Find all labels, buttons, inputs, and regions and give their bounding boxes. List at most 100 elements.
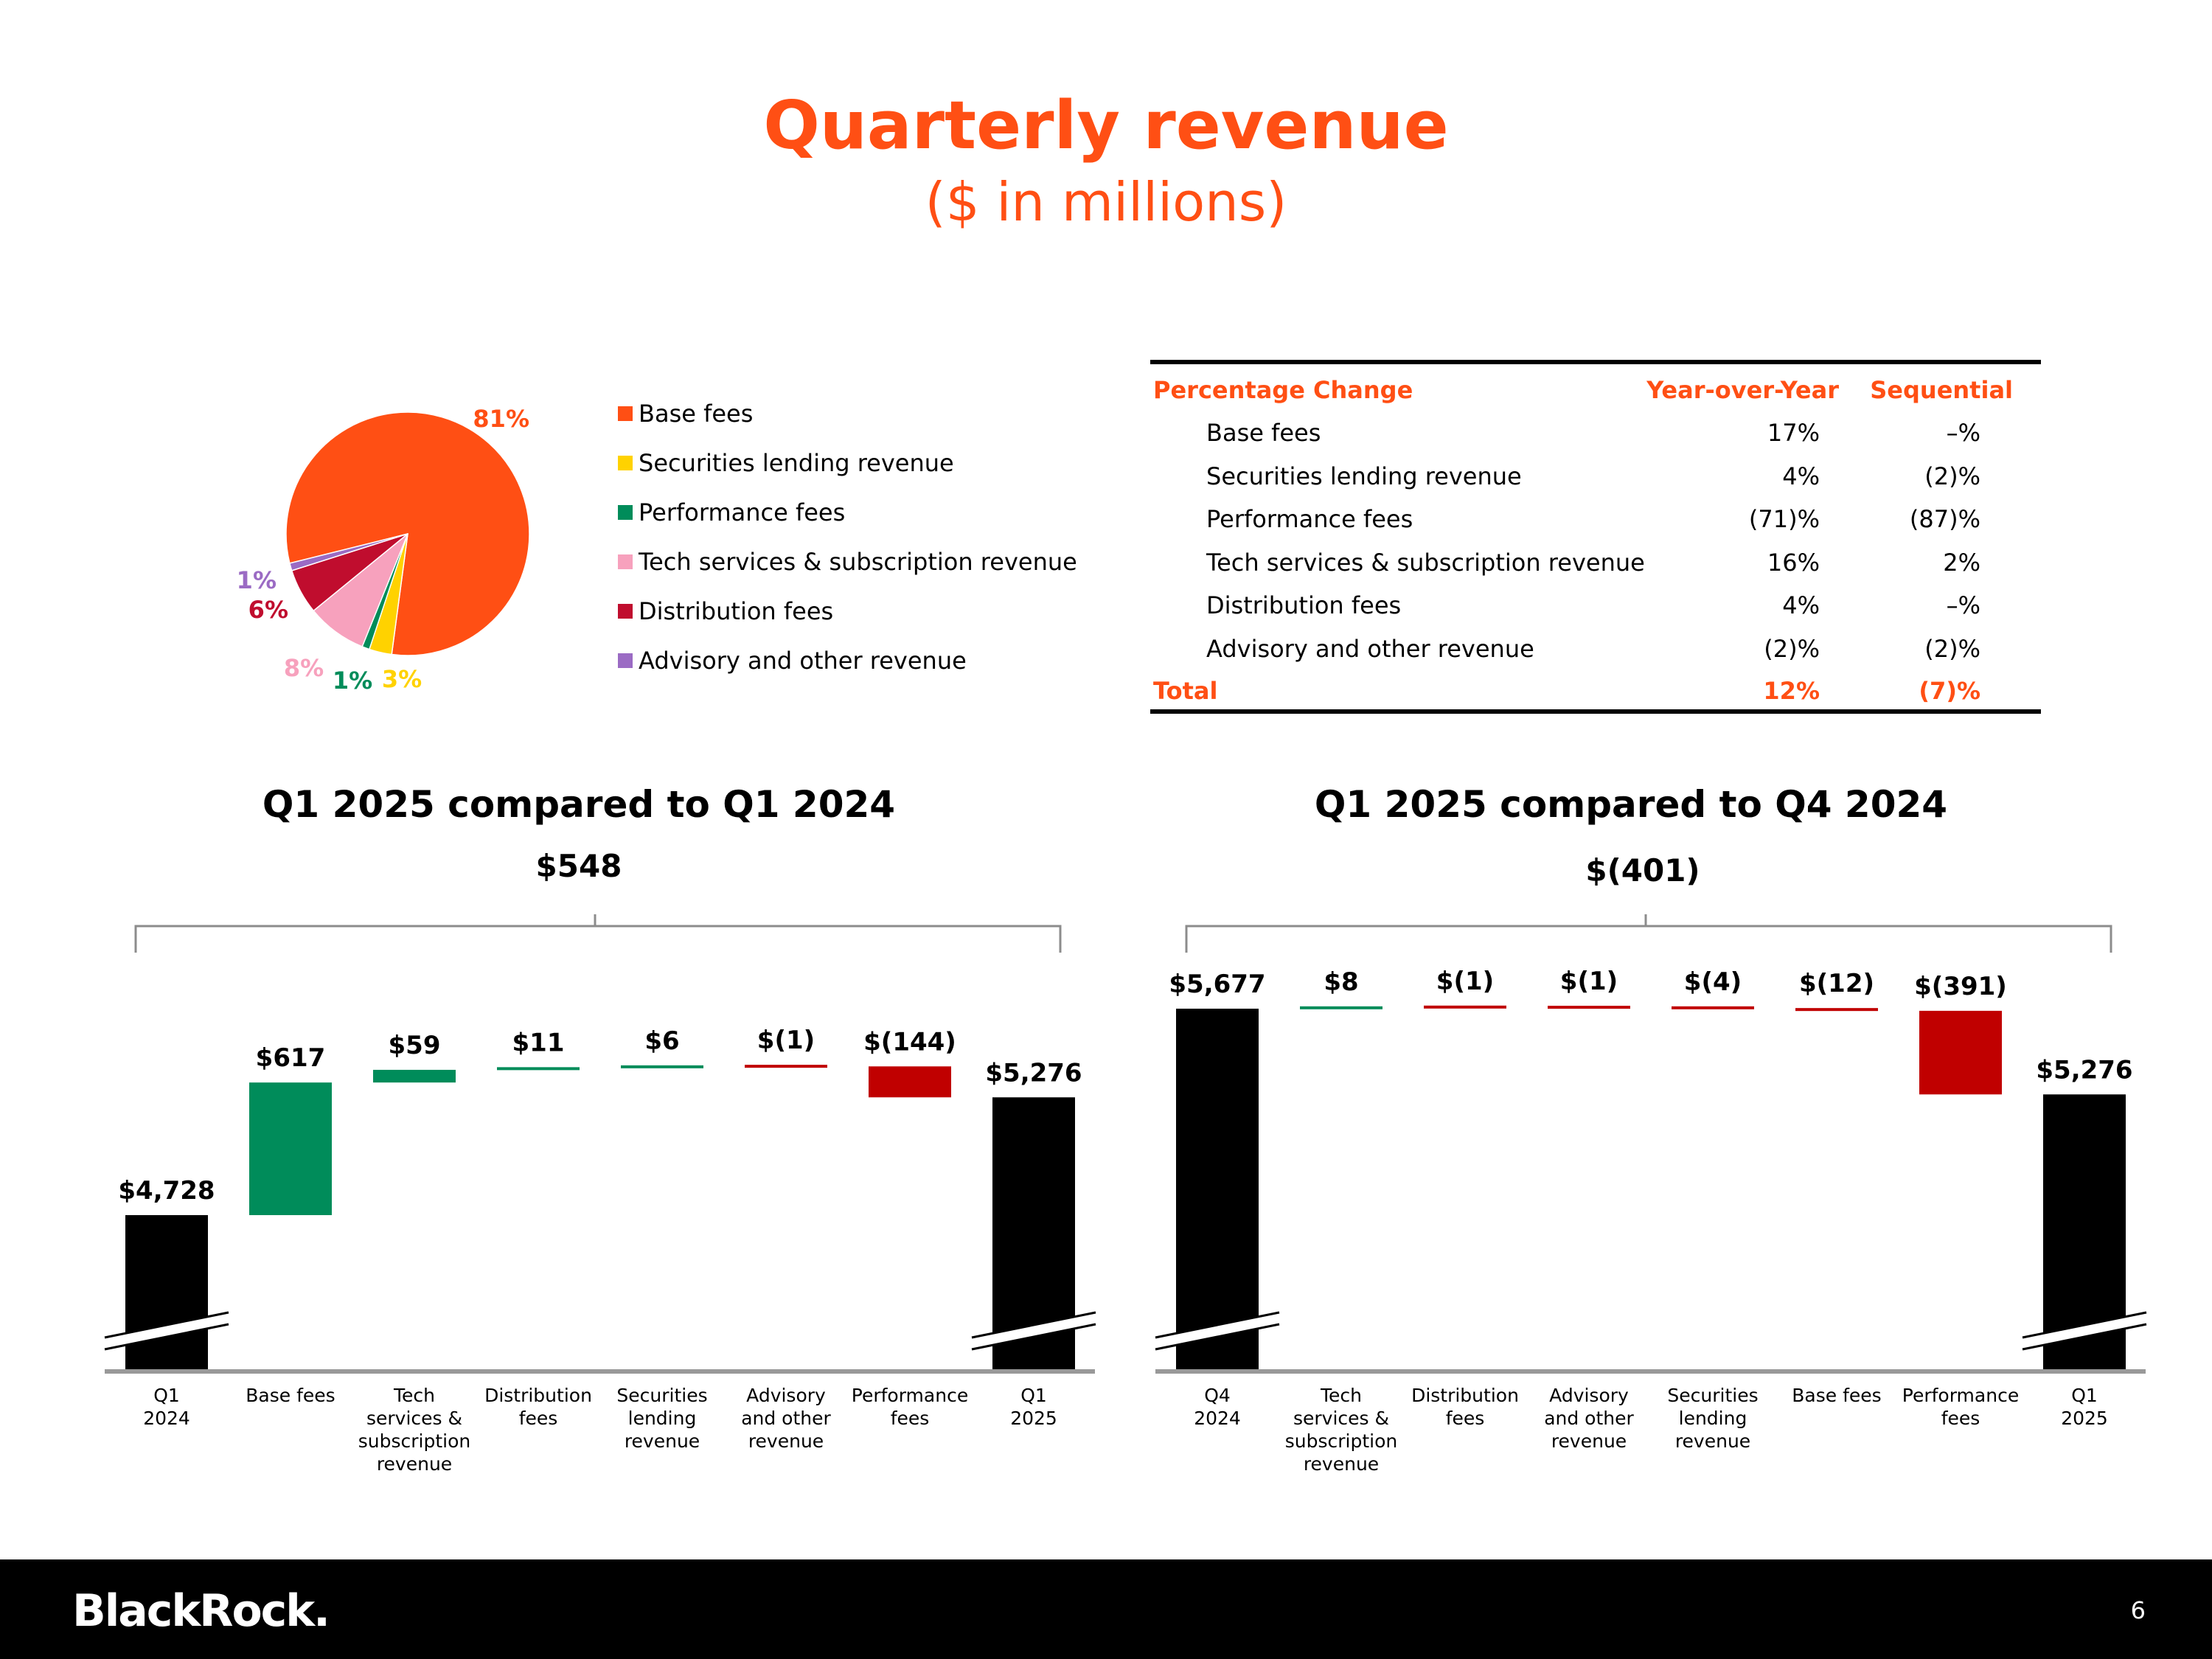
wf-qoq-value-label: $(12)	[1799, 969, 1874, 998]
category-label-line: Tech	[394, 1385, 435, 1406]
wf-yoy-bar-distribution-fees	[497, 1067, 580, 1071]
category-label-line: Advisory	[746, 1385, 826, 1406]
wf-yoy-value-label: $(1)	[757, 1026, 815, 1055]
wf-qoq-category-securities-lending-revenue: Securities lending revenue	[1650, 1384, 1775, 1453]
table-cell-label: Tech services & subscription revenue	[1206, 548, 1645, 577]
category-label-line: Tech	[1321, 1385, 1362, 1406]
table-cell-yoy: (71)%	[1748, 505, 1820, 533]
wf-qoq-category-base-fees: Base fees	[1774, 1384, 1899, 1407]
category-label-line: revenue	[1303, 1453, 1380, 1475]
legend-item-securities-lending-revenue: Securities lending revenue	[618, 446, 954, 480]
legend-label: Base fees	[639, 400, 754, 428]
wf-yoy-category-securities-lending-revenue: Securities lending revenue	[599, 1384, 725, 1453]
category-label-line: Distribution	[484, 1385, 592, 1406]
pie-label-securities-lending-revenue: 3%	[382, 665, 422, 693]
wf-qoq-category-performance-fees: Performance fees	[1898, 1384, 2023, 1430]
legend-swatch	[618, 406, 633, 421]
table-header-label: Percentage Change	[1153, 376, 1413, 404]
waterfall-qoq-title: Q1 2025 compared to Q4 2024	[1314, 783, 1948, 826]
table-cell-sequential: 2%	[1943, 548, 1980, 577]
pie-label-performance-fees: 1%	[333, 667, 372, 695]
category-label-line: fees	[518, 1408, 558, 1429]
table-cell-sequential: –%	[1946, 419, 1980, 447]
wf-yoy-category-q1-2025: Q1 2025	[971, 1384, 1096, 1430]
wf-qoq-value-label: $(391)	[1914, 972, 2007, 1001]
waterfall-yoy-total-change: $548	[535, 848, 622, 884]
legend-label: Advisory and other revenue	[639, 647, 967, 675]
pie-label-base-fees: 81%	[473, 405, 529, 433]
category-label-line: lending	[1678, 1408, 1747, 1429]
table-row-performance-fees: Performance fees (71)% (87)%	[1150, 498, 2041, 540]
category-label-line: Distribution	[1411, 1385, 1519, 1406]
wf-yoy-value-label: $(144)	[863, 1027, 956, 1057]
table-cell-yoy: 17%	[1767, 419, 1820, 447]
category-label-line: Securities	[1667, 1385, 1759, 1406]
category-label-line: 2025	[1010, 1408, 1057, 1429]
wf-yoy-value-label: $11	[512, 1028, 565, 1057]
table-total-sequential: (7)%	[1919, 677, 1980, 705]
table-cell-sequential: (87)%	[1909, 505, 1980, 533]
page-subtitle: ($ in millions)	[925, 171, 1287, 233]
wf-yoy-category-base-fees: Base fees	[228, 1384, 353, 1407]
table-total-label: Total	[1153, 677, 1218, 705]
pie-label-advisory-and-other-revenue: 1%	[237, 566, 276, 594]
wf-qoq-bar-q4-2024	[1176, 1009, 1259, 1371]
wf-yoy-axis-break-line	[104, 1311, 229, 1339]
wf-qoq-value-label: $5,677	[1169, 970, 1265, 999]
wf-qoq-value-label: $8	[1324, 967, 1358, 997]
page-number: 6	[2130, 1596, 2146, 1624]
footer-bar	[0, 1559, 2212, 1659]
table-cell-sequential: –%	[1946, 591, 1980, 619]
table-cell-label: Advisory and other revenue	[1206, 634, 1534, 663]
table-top-rule	[1150, 360, 2041, 364]
table-cell-label: Performance fees	[1206, 505, 1413, 533]
wf-qoq-value-label: $(1)	[1436, 967, 1494, 996]
wf-qoq-category-tech-services-and-subscription-revenue: Tech services & subscription revenue	[1279, 1384, 1404, 1475]
table-cell-label: Distribution fees	[1206, 591, 1402, 619]
waterfall-yoy-title: Q1 2025 compared to Q1 2024	[262, 783, 896, 826]
legend-label: Performance fees	[639, 498, 846, 526]
wf-yoy-axis-break-line	[971, 1323, 1096, 1351]
category-label-line: and other	[741, 1408, 831, 1429]
category-label-line: 2024	[143, 1408, 190, 1429]
category-label-line: Q1	[2071, 1385, 2098, 1406]
wf-qoq-bar-performance-fees	[1919, 1010, 2002, 1095]
wf-qoq-bar-securities-lending-revenue	[1672, 1006, 1754, 1009]
category-label-line: Base fees	[246, 1385, 335, 1406]
table-row-distribution-fees: Distribution fees 4% –%	[1150, 584, 2041, 627]
wf-yoy-bar-tech-services-and-subscription-revenue	[373, 1069, 456, 1083]
category-label-line: 2024	[1194, 1408, 1241, 1429]
table-cell-label: Securities lending revenue	[1206, 462, 1522, 490]
wf-yoy-axis-break-line	[104, 1323, 229, 1351]
wf-yoy-bar-advisory-and-other-revenue	[745, 1065, 827, 1068]
wf-yoy-category-distribution-fees: Distribution fees	[476, 1384, 601, 1430]
wf-qoq-bar-base-fees	[1795, 1008, 1878, 1012]
table-header-yoy: Year-over-Year	[1646, 376, 1839, 404]
wf-qoq-axis-break-line	[2022, 1311, 2147, 1339]
category-label-line: fees	[1941, 1408, 1980, 1429]
table-cell-yoy: (2)%	[1764, 634, 1820, 663]
category-label-line: Performance	[851, 1385, 969, 1406]
category-label-line: services &	[1293, 1408, 1390, 1429]
table-cell-label: Base fees	[1206, 419, 1321, 447]
legend-label: Distribution fees	[639, 597, 834, 625]
wf-yoy-bracket	[134, 914, 1062, 953]
table-row-tech-services-and-subscription-revenue: Tech services & subscription revenue 16% 2…	[1150, 541, 2041, 584]
blackrock-logo: BlackRock.	[72, 1585, 330, 1637]
legend-label: Securities lending revenue	[639, 449, 954, 477]
category-label-line: Q1	[153, 1385, 180, 1406]
table-total-yoy: 12%	[1763, 677, 1820, 705]
category-label-line: Q1	[1020, 1385, 1047, 1406]
wf-qoq-category-q1-2025: Q1 2025	[2022, 1384, 2147, 1430]
category-label-line: revenue	[1674, 1430, 1751, 1452]
revenue-mix-pie-chart: 81%3%1%8%6%1%	[237, 405, 530, 695]
table-cell-sequential: (2)%	[1924, 634, 1980, 663]
wf-yoy-category-q1-2024: Q1 2024	[104, 1384, 229, 1430]
table-cell-sequential: (2)%	[1924, 462, 1980, 490]
category-label-line: revenue	[748, 1430, 824, 1452]
wf-yoy-bar-securities-lending-revenue	[621, 1065, 703, 1068]
table-cell-yoy: 4%	[1782, 591, 1820, 619]
waterfall-qoq-total-change: $(401)	[1585, 852, 1700, 888]
category-label-line: Securities	[616, 1385, 708, 1406]
category-label-line: Base fees	[1792, 1385, 1882, 1406]
